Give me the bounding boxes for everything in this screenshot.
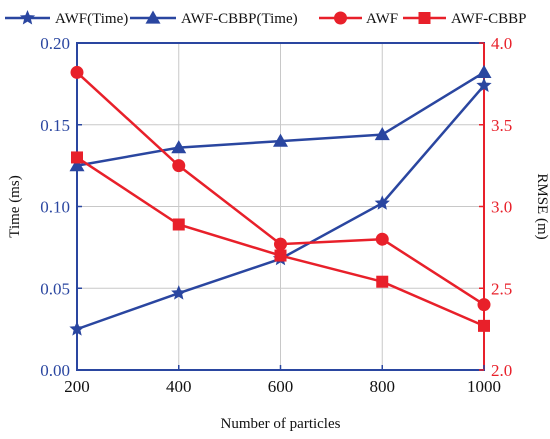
series-layer [69,64,492,336]
data-point [71,151,83,164]
legend-marker [418,12,431,24]
x-tick-label: 200 [64,377,90,396]
data-point [273,133,288,147]
y-left-tick-label: 0.05 [40,279,70,298]
y-axis-left-label: Time (ms) [7,175,23,237]
data-point [476,77,492,92]
data-point [171,140,187,154]
legend-label: AWF [366,11,398,27]
legend-item: AWF [319,11,398,27]
data-point [70,65,84,79]
legend-label: AWF-CBBP(Time) [181,11,298,27]
data-point [69,158,85,172]
legend-label: AWF(Time) [55,11,128,27]
data-point [172,218,185,231]
y-right-tick-label: 3.0 [491,198,512,217]
y-left-tick-label: 0.00 [40,361,70,380]
y-right-tick-label: 2.5 [491,279,512,298]
legend-marker [334,11,347,25]
x-tick-label: 1000 [467,377,501,396]
data-point [376,275,389,288]
y-left-tick-label: 0.15 [40,116,70,135]
y-axis-right-label: RMSE (m) [534,173,550,239]
x-tick-label: 600 [268,377,294,396]
y-right-tick-label: 4.0 [491,34,512,53]
x-axis-label: Number of particles [221,416,341,432]
legend: AWF(Time) AWF-CBBP(Time) AWF AWF-CBBP [5,10,526,27]
data-point [274,237,287,251]
y-left-tick-label: 0.10 [40,198,70,217]
series-awf-cbbp [71,151,490,332]
y-right-tick-label: 2.0 [491,361,512,380]
y-right-tick-label: 3.5 [491,116,512,135]
data-point [374,127,390,141]
legend-item: AWF-CBBP [403,11,526,27]
x-tick-label: 800 [370,377,396,396]
series-awf [70,65,491,312]
legend-marker [19,10,36,25]
data-point [69,321,85,336]
axes: 200 400 600 800 1000 0.00 0.05 0.10 0.15 0.20 2.0 2… [40,34,512,396]
data-point [477,298,491,312]
x-tick-label: 400 [166,377,192,396]
data-point [375,232,389,246]
data-point [171,285,187,300]
data-point [374,195,390,210]
y-left-tick-label: 0.20 [40,34,70,53]
data-point [172,159,186,173]
data-point [274,249,287,262]
legend-label: AWF-CBBP [451,11,526,27]
legend-item: AWF-CBBP(Time) [130,10,298,27]
series-awf-cbbp-time [69,64,492,172]
grid-lines [77,43,484,370]
legend-item: AWF(Time) [5,10,128,27]
data-point [478,319,490,332]
legend-marker [145,10,161,24]
data-point [476,64,492,79]
